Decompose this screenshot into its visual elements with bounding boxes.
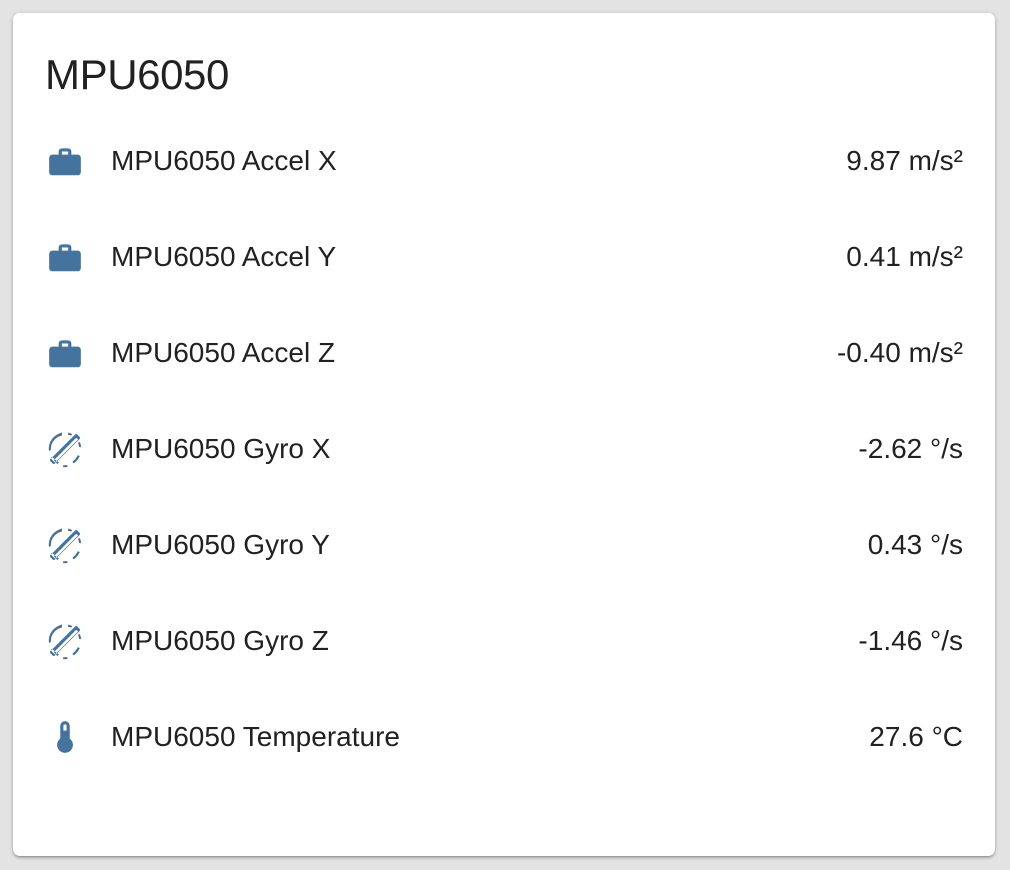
entity-name: MPU6050 Gyro Y	[111, 529, 330, 560]
entity-name: MPU6050 Accel Y	[111, 241, 337, 272]
entity-row[interactable]: MPU6050 Gyro Z -1.46 °/s	[45, 593, 963, 689]
entity-row[interactable]: MPU6050 Gyro X -2.62 °/s	[45, 401, 963, 497]
entity-row[interactable]: MPU6050 Gyro Y 0.43 °/s	[45, 497, 963, 593]
briefcase-download-icon[interactable]	[45, 237, 85, 277]
entity-name: MPU6050 Temperature	[111, 721, 400, 752]
briefcase-download-icon[interactable]	[45, 141, 85, 181]
entity-row[interactable]: MPU6050 Temperature 27.6 °C	[45, 689, 963, 785]
screen-rotation-icon[interactable]	[45, 429, 85, 469]
entity-state[interactable]: 27.6 °C	[869, 721, 963, 752]
entity-state[interactable]: 9.87 m/s²	[846, 145, 963, 176]
thermometer-icon[interactable]	[45, 717, 85, 757]
entity-state[interactable]: 0.41 m/s²	[846, 241, 963, 272]
entity-state[interactable]: -0.40 m/s²	[836, 337, 963, 368]
screen-rotation-icon[interactable]	[45, 621, 85, 661]
entity-row[interactable]: MPU6050 Accel Z -0.40 m/s²	[45, 305, 963, 401]
entity-name: MPU6050 Gyro X	[111, 433, 331, 464]
entity-state[interactable]: -2.62 °/s	[858, 433, 963, 464]
entity-row[interactable]: MPU6050 Accel X 9.87 m/s²	[45, 113, 963, 209]
card-title: MPU6050	[45, 51, 229, 98]
entity-state[interactable]: 0.43 °/s	[867, 529, 963, 560]
entity-name: MPU6050 Accel X	[111, 145, 337, 176]
briefcase-download-icon[interactable]	[45, 333, 85, 373]
entity-name: MPU6050 Accel Z	[111, 337, 336, 368]
screen-rotation-icon[interactable]	[45, 525, 85, 565]
entities-list: MPU6050 Accel X 9.87 m/s² MPU6050 Accel …	[13, 99, 995, 805]
entity-name: MPU6050 Gyro Z	[111, 625, 329, 656]
entity-row[interactable]: MPU6050 Accel Y 0.41 m/s²	[45, 209, 963, 305]
entity-state[interactable]: -1.46 °/s	[858, 625, 963, 656]
entities-card: MPU6050 MPU6050 Accel X 9.87 m/s² MPU605…	[13, 13, 995, 856]
